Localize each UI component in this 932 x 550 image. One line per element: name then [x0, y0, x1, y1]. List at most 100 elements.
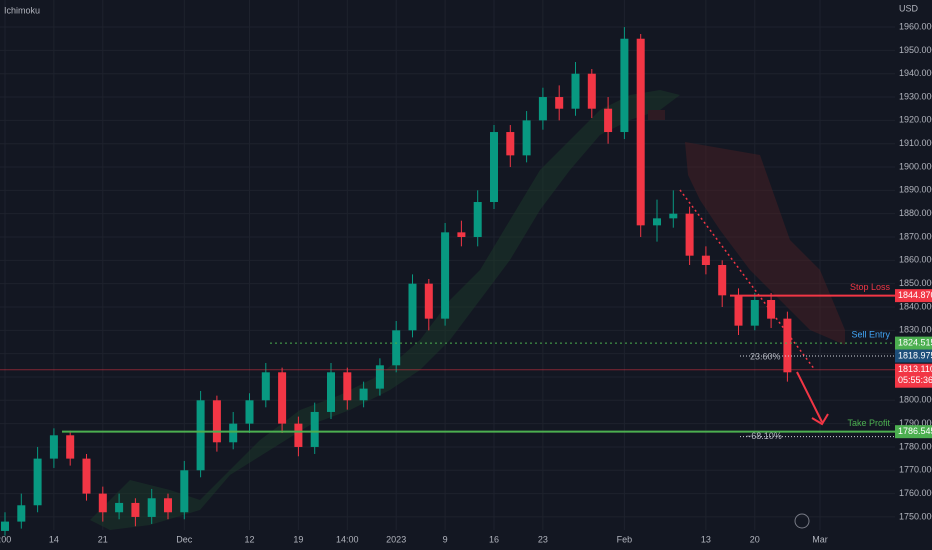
x-tick-label: :00	[0, 534, 11, 544]
cloud-red	[685, 142, 845, 345]
y-tick-label: 1900.000	[899, 161, 932, 171]
x-tick-label: Mar	[812, 534, 828, 544]
candle-body	[408, 283, 417, 331]
candle-body	[441, 232, 450, 319]
candle-body	[327, 372, 335, 412]
y-tick-label: 1860.000	[899, 255, 932, 265]
x-tick-label: Dec	[176, 534, 193, 544]
candle-body	[392, 330, 401, 366]
candle-body	[636, 38, 645, 226]
candle-body	[490, 132, 498, 203]
price-box	[895, 349, 932, 363]
y-tick-label: 1880.000	[899, 208, 932, 218]
x-tick-label: 13	[701, 534, 711, 544]
y-tick-label: 1930.000	[899, 91, 932, 101]
price-box	[895, 336, 932, 350]
y-tick-label: 1830.000	[899, 325, 932, 335]
x-tick-label: 2023	[386, 534, 406, 544]
x-tick-label: 14	[49, 534, 59, 544]
candle-body	[571, 73, 580, 109]
candle-body	[718, 265, 727, 296]
candle-body	[115, 502, 124, 513]
price-box-label: 1813.110	[898, 364, 932, 374]
y-tick-label: 1770.000	[899, 465, 932, 475]
y-tick-label: 1840.000	[899, 301, 932, 311]
price-box	[895, 363, 932, 388]
price-box	[895, 425, 932, 439]
price-box-label: 1818.975	[898, 350, 932, 360]
cloud-red	[648, 110, 665, 120]
candle-body	[49, 435, 58, 459]
candle-body	[604, 108, 613, 133]
y-tick-label: 1890.000	[899, 185, 932, 195]
candle-body	[767, 299, 776, 319]
candle-body	[685, 213, 694, 256]
level-name: Take Profit	[847, 418, 890, 428]
candle-body	[229, 423, 238, 443]
candle-body	[98, 493, 107, 513]
cloud-green	[90, 90, 680, 530]
y-tick-label: 1950.000	[899, 45, 932, 55]
candle-body	[473, 202, 482, 238]
candle-body	[587, 73, 596, 109]
x-tick-label: 21	[98, 534, 108, 544]
price-box-label: 1824.515	[898, 337, 932, 347]
candle-body	[620, 38, 629, 133]
replay-icon[interactable]	[794, 513, 810, 529]
candle-body	[294, 423, 303, 447]
x-tick-label: Feb	[617, 534, 633, 544]
candle-body	[506, 132, 515, 156]
price-box-label: 1844.870	[898, 290, 932, 300]
candle-body	[196, 400, 205, 471]
candle-body	[538, 97, 547, 121]
candle-body	[359, 388, 368, 401]
candle-body	[734, 295, 743, 326]
candle-body	[653, 218, 661, 226]
candle-body	[261, 372, 270, 401]
candle-body	[278, 372, 287, 424]
fib-label: −68.10%	[746, 431, 782, 441]
candle-body	[669, 213, 678, 219]
ichimoku-cloud	[90, 90, 845, 530]
x-tick-label: 19	[293, 534, 303, 544]
candle-body	[180, 470, 189, 513]
x-tick-label: 9	[443, 534, 448, 544]
y-tick-label: 1920.000	[899, 115, 932, 125]
y-tick-label: 1910.000	[899, 138, 932, 148]
candle-body	[310, 411, 319, 447]
indicator-name: Ichimoku	[4, 5, 40, 15]
candle-body	[701, 255, 710, 265]
candle-body	[343, 372, 352, 401]
candle-body	[147, 498, 156, 517]
y-tick-label: 1750.000	[899, 511, 932, 521]
candle-body	[17, 505, 26, 522]
y-tick-label: 1870.000	[899, 231, 932, 241]
x-tick-label: 12	[244, 534, 254, 544]
candle-body	[783, 318, 792, 373]
countdown: 05:55:36	[898, 375, 932, 385]
candle-body	[457, 232, 466, 238]
y-tick-label: 1790.000	[899, 418, 932, 428]
y-tick-label: 1940.000	[899, 68, 932, 78]
y-tick-label: 1760.000	[899, 488, 932, 498]
level-name: Sell Entry	[851, 329, 890, 339]
y-tick-label: 1850.000	[899, 278, 932, 288]
candle-body	[424, 283, 433, 319]
x-tick-label: 14:00	[336, 534, 359, 544]
candle-body	[522, 120, 531, 156]
arrow-head	[811, 413, 829, 426]
x-tick-label: 20	[750, 534, 760, 544]
candle-body	[66, 435, 75, 459]
candle-body	[750, 299, 759, 326]
x-tick-label: 23	[538, 534, 548, 544]
candle-body	[164, 498, 172, 513]
y-tick-label: 1960.000	[899, 21, 932, 31]
candle-body	[33, 458, 42, 506]
candle-body	[1, 521, 9, 531]
level-name: Stop Loss	[850, 282, 891, 292]
price-box	[895, 289, 932, 303]
fib-label: 23.60%	[750, 351, 781, 361]
y-tick-label: 1800.000	[899, 395, 932, 405]
candle-body	[131, 502, 140, 517]
